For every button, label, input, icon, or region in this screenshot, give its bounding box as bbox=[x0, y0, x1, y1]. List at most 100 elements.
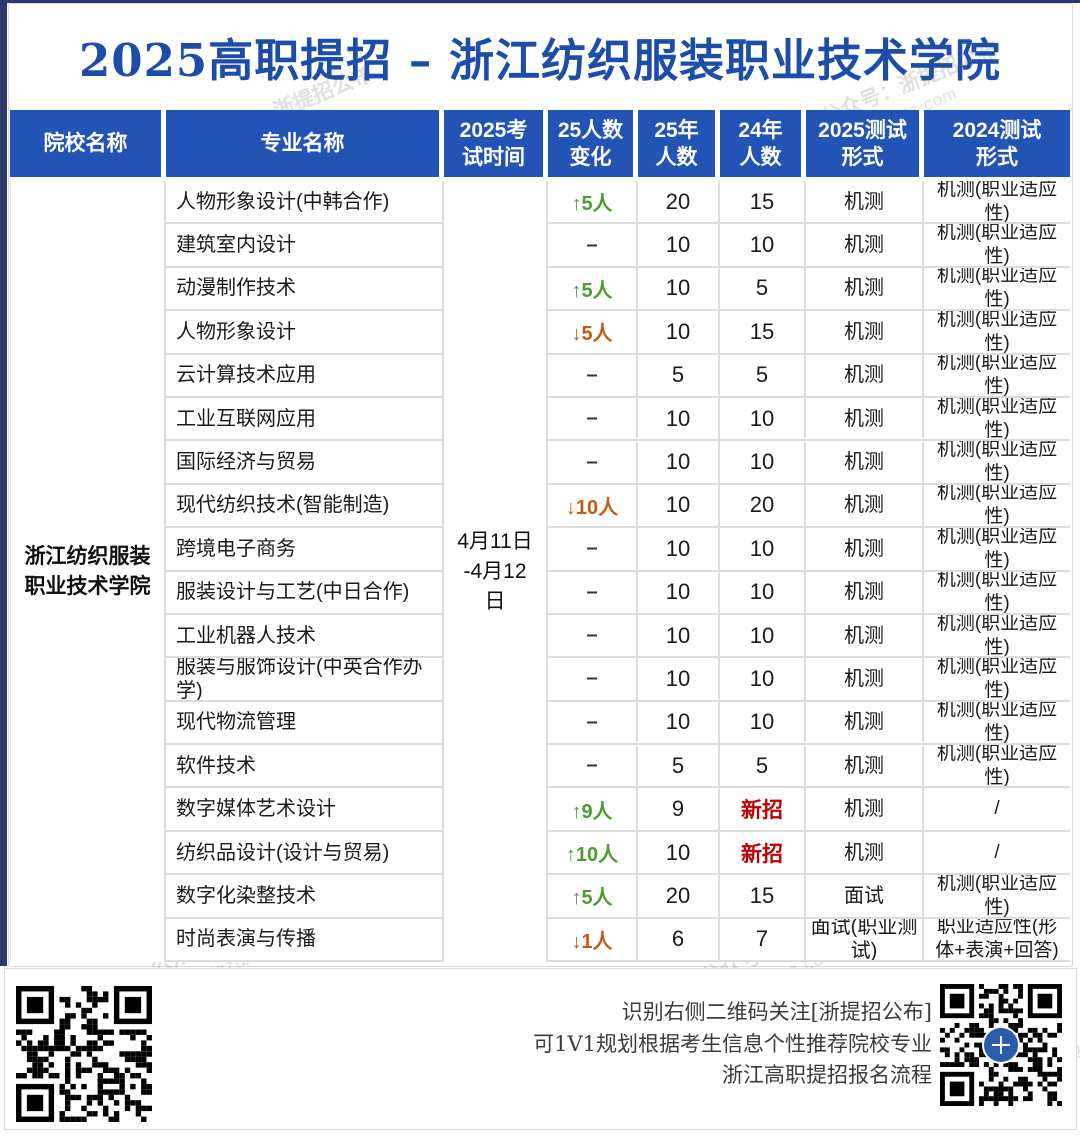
qr-code-right bbox=[940, 984, 1062, 1106]
cell-major: 数字化染整技术 bbox=[166, 875, 444, 919]
cell-count-2025: 5 bbox=[638, 354, 720, 398]
cell-test-2025: 机测 bbox=[806, 224, 924, 268]
cell-change: – bbox=[548, 745, 638, 789]
cell-major: 人物形象设计(中韩合作) bbox=[166, 181, 444, 225]
cell-major: 跨境电子商务 bbox=[166, 528, 444, 572]
cell-test-2024: 职业适应性(形体+表演+回答) bbox=[924, 919, 1070, 963]
cell-change: – bbox=[548, 441, 638, 485]
college-name-cell: 浙江纺织服装 职业技术学院 bbox=[10, 181, 166, 963]
cell-test-2025: 机测 bbox=[806, 788, 924, 832]
cell-major: 服装设计与工艺(中日合作) bbox=[166, 571, 444, 615]
cell-count-2025: 10 bbox=[638, 484, 720, 529]
header-count-25: 25年 人数 bbox=[638, 110, 720, 181]
cell-count-2025: 10 bbox=[638, 658, 720, 702]
cell-count-2024: 新招 bbox=[720, 831, 806, 876]
footer-card bbox=[4, 968, 1077, 1130]
footer-line-3: 浙江高职提招报名流程 bbox=[722, 1063, 932, 1087]
cell-test-2025: 机测 bbox=[806, 831, 924, 876]
exam-time-cell: 4月11日 -4月12 日 bbox=[444, 181, 548, 963]
header-change: 25人数 变化 bbox=[548, 110, 638, 181]
cell-major: 时尚表演与传播 bbox=[166, 918, 444, 963]
cell-count-2024: 20 bbox=[720, 484, 806, 529]
cell-count-2024: 10 bbox=[720, 528, 806, 572]
cell-count-2025: 10 bbox=[638, 441, 720, 485]
cell-change: – bbox=[548, 224, 638, 268]
cell-test-2024: 机测(职业适应性) bbox=[924, 875, 1070, 919]
cell-count-2024: 10 bbox=[720, 397, 806, 442]
cell-test-2025: 面试 bbox=[806, 875, 924, 919]
cell-major: 现代物流管理 bbox=[166, 701, 444, 746]
cell-test-2025: 机测 bbox=[806, 571, 924, 615]
cell-test-2024: 机测(职业适应性) bbox=[924, 528, 1070, 572]
cell-major: 人物形象设计 bbox=[166, 311, 444, 355]
enrollment-table: 院校名称 专业名称 2025考 试时间 25人数 变化 25年 人数 24年 人… bbox=[10, 110, 1070, 963]
cell-count-2024: 5 bbox=[720, 354, 806, 398]
cell-count-2024: 10 bbox=[720, 571, 806, 615]
cell-test-2024: 机测(职业适应性) bbox=[924, 311, 1070, 355]
cell-test-2025: 机测 bbox=[806, 614, 924, 659]
cell-major: 动漫制作技术 bbox=[166, 267, 444, 312]
cell-count-2024: 10 bbox=[720, 224, 806, 268]
cell-test-2024: 机测(职业适应性) bbox=[924, 658, 1070, 702]
cell-change: ↑10人 bbox=[548, 831, 638, 876]
page-left-edge bbox=[0, 0, 7, 966]
cell-test-2025: 机测 bbox=[806, 484, 924, 529]
cell-change: ↑5人 bbox=[548, 267, 638, 312]
cell-count-2025: 10 bbox=[638, 528, 720, 572]
footer-note: 识别右侧二维码关注[浙提招公布] 可1V1规划根据考生信息个性推荐院校专业 浙江… bbox=[260, 997, 932, 1092]
cell-change: ↑9人 bbox=[548, 788, 638, 832]
cell-change: – bbox=[548, 397, 638, 442]
header-test-2024: 2024测试 形式 bbox=[924, 110, 1070, 181]
cell-count-2025: 20 bbox=[638, 875, 720, 919]
cell-count-2024: 10 bbox=[720, 614, 806, 659]
cell-change: – bbox=[548, 614, 638, 659]
cell-test-2025: 机测 bbox=[806, 181, 924, 225]
cell-change: ↓1人 bbox=[548, 918, 638, 963]
cell-major: 现代纺织技术(智能制造) bbox=[166, 484, 444, 529]
cell-count-2024: 15 bbox=[720, 875, 806, 919]
cell-count-2025: 9 bbox=[638, 788, 720, 832]
cell-major: 服装与服饰设计(中英合作办学) bbox=[166, 658, 444, 702]
cell-count-2024: 15 bbox=[720, 311, 806, 355]
qr-logo-icon bbox=[982, 1026, 1020, 1064]
header-count-24: 24年 人数 bbox=[720, 110, 806, 181]
cell-count-2024: 新招 bbox=[720, 788, 806, 832]
cell-count-2025: 10 bbox=[638, 224, 720, 268]
cell-test-2024: 机测(职业适应性) bbox=[924, 268, 1070, 312]
cell-count-2025: 6 bbox=[638, 918, 720, 963]
cell-test-2025: 机测 bbox=[806, 267, 924, 312]
footer-line-1: 识别右侧二维码关注[浙提招公布] bbox=[621, 1000, 932, 1024]
cell-change: ↓5人 bbox=[548, 311, 638, 355]
cell-change: ↓10人 bbox=[548, 484, 638, 529]
cell-change: – bbox=[548, 571, 638, 615]
cell-count-2024: 10 bbox=[720, 441, 806, 485]
cell-test-2025: 机测 bbox=[806, 441, 924, 485]
cell-change: – bbox=[548, 528, 638, 572]
cell-count-2025: 10 bbox=[638, 701, 720, 746]
cell-change: – bbox=[548, 658, 638, 702]
cell-test-2024: / bbox=[924, 788, 1070, 832]
cell-major: 数字媒体艺术设计 bbox=[166, 788, 444, 832]
cell-test-2025: 机测 bbox=[806, 701, 924, 746]
header-major: 专业名称 bbox=[166, 110, 444, 181]
cell-count-2025: 10 bbox=[638, 397, 720, 442]
cell-major: 国际经济与贸易 bbox=[166, 441, 444, 485]
cell-test-2025: 机测 bbox=[806, 658, 924, 702]
cell-change: ↑5人 bbox=[548, 181, 638, 225]
cell-test-2024: 机测(职业适应性) bbox=[924, 702, 1070, 746]
cell-count-2024: 10 bbox=[720, 658, 806, 702]
cell-count-2025: 10 bbox=[638, 311, 720, 355]
header-college: 院校名称 bbox=[10, 110, 166, 181]
cell-major: 建筑室内设计 bbox=[166, 224, 444, 268]
cell-count-2025: 5 bbox=[638, 745, 720, 789]
cell-test-2024: 机测(职业适应性) bbox=[924, 615, 1070, 659]
cell-test-2025: 机测 bbox=[806, 528, 924, 572]
header-test-2025: 2025测试 形式 bbox=[806, 110, 924, 181]
cell-test-2025: 机测 bbox=[806, 397, 924, 442]
cell-count-2024: 5 bbox=[720, 267, 806, 312]
cell-test-2025: 面试(职业测试) bbox=[806, 918, 924, 963]
footer-line-2: 可1V1规划根据考生信息个性推荐院校专业 bbox=[533, 1031, 932, 1056]
cell-change: – bbox=[548, 701, 638, 746]
cell-test-2025: 机测 bbox=[806, 311, 924, 355]
